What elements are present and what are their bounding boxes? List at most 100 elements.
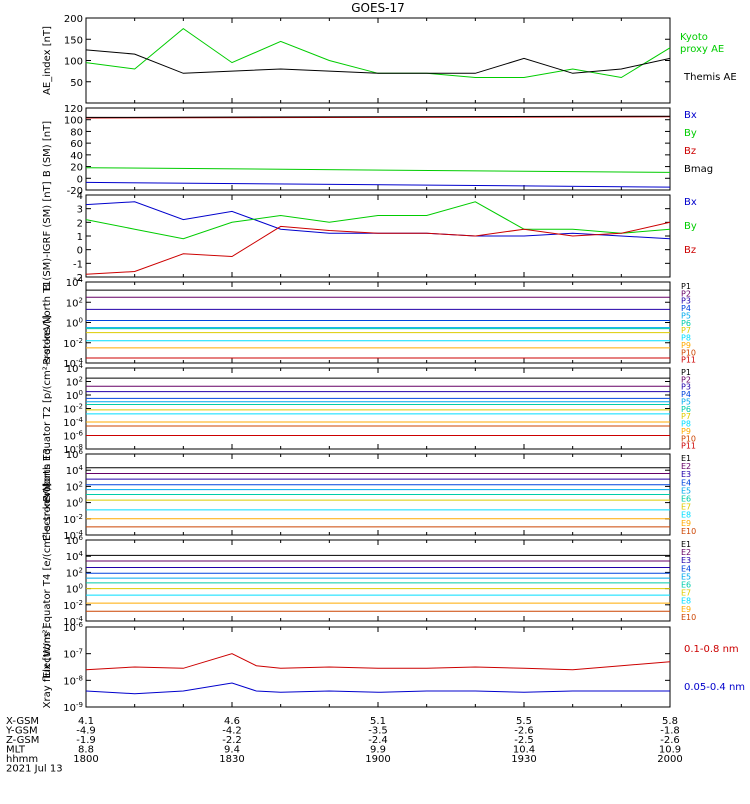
y-tick-label: 10-8 [63, 443, 83, 456]
y-tick-label: 10-7 [63, 648, 83, 661]
y-tick-label: 10-4 [63, 615, 83, 628]
legend-entry: E3 [681, 556, 691, 565]
y-tick-label: 100 [64, 57, 83, 68]
y-tick-label: 100 [66, 389, 83, 402]
legend: Bx By Bz [684, 197, 697, 256]
y-tick-label: 106 [66, 534, 84, 547]
y-tick-label: 102 [66, 296, 83, 309]
panel-frame [85, 539, 671, 622]
legend-entry: E9 [681, 519, 691, 528]
legend-entry: E7 [681, 503, 691, 512]
series-line-by [85, 201, 671, 240]
y-axis-label: Electrons North T3 [42, 448, 53, 541]
y-tick-label: 1 [77, 232, 83, 243]
y-tick-label: 102 [66, 566, 83, 579]
footer-value: -1.8 [660, 726, 680, 737]
legend-entry: E4 [681, 478, 691, 487]
y-axis-label: B (SM)-IGRF (SM) [nT] [42, 181, 53, 290]
y-tick-label: 10-4 [63, 416, 83, 429]
y-tick-label: 104 [66, 550, 84, 563]
legend-entry: E6 [681, 495, 691, 504]
panel-7: 106 104 102 100 10-2 10-4 Electrons Equator T4… [42, 483, 696, 678]
y-tick-label: 100 [66, 497, 83, 510]
footer-row-label: Z-GSM [6, 735, 39, 746]
series-line-bmag [85, 115, 671, 118]
footer-value: 1900 [365, 754, 390, 765]
legend-entry: E5 [681, 572, 691, 581]
y-tick-label: 10-6 [63, 430, 83, 443]
panel-frame [85, 107, 671, 191]
legend-entry: P9 [681, 341, 691, 350]
legend-entry: P3 [681, 383, 691, 392]
y-tick-label: 106 [66, 448, 84, 461]
legend-entry: E2 [681, 548, 691, 557]
panel-frame [85, 281, 671, 364]
y-tick-label: 10-4 [63, 357, 83, 370]
y-axis-label: Electrons Equator T4 [e/(cm²-s-sr-keV)] [42, 483, 53, 678]
legend-entry: P7 [681, 326, 691, 335]
panel-6: 106 104 102 100 10-2 10-4 Electrons North T3 E1… [42, 448, 696, 542]
footer-value: -2.6 [660, 735, 680, 746]
footer-value: -2.4 [368, 735, 388, 746]
legend-entry: 0.05-0.4 nm [684, 682, 745, 693]
footer-value: 5.8 [662, 716, 678, 727]
legend-entry: 0.1-0.8 nm [684, 644, 739, 655]
footer-value: 1830 [219, 754, 244, 765]
footer-value: 9.4 [224, 745, 240, 756]
legend-entry: Bz [684, 245, 696, 256]
legend-entry: P10 [681, 348, 696, 357]
y-tick-label: 20 [70, 163, 83, 174]
legend-entry: P5 [681, 397, 691, 406]
y-tick-label: 104 [66, 464, 84, 477]
legend-entry: E8 [681, 511, 691, 520]
footer-value: 5.5 [516, 716, 532, 727]
legend-entry: E1 [681, 454, 691, 463]
footer-value: -4.2 [222, 726, 242, 737]
legend-entry: P8 [681, 420, 691, 429]
footer-value: 5.1 [370, 716, 386, 727]
panel-frame [85, 626, 671, 708]
legend-entry: P2 [681, 375, 691, 384]
footer-value: -3.5 [368, 726, 388, 737]
y-tick-label: 2 [77, 218, 83, 229]
legend-entry: By [684, 128, 697, 139]
footer-value: 9.9 [370, 745, 386, 756]
legend-entry: E9 [681, 605, 691, 614]
series-line-themis-ae [85, 49, 671, 74]
legend-entry: P9 [681, 427, 691, 436]
y-axis-label: Protons North T1 [42, 280, 53, 364]
footer-value: -1.9 [76, 735, 96, 746]
legend-entry: P11 [681, 442, 696, 451]
footer-value: 10.4 [513, 745, 535, 756]
legend-entry: Bmag [684, 164, 713, 175]
y-axis-label: AE_index [nT] [42, 26, 53, 95]
legend-entry: Bx [684, 110, 697, 121]
y-axis-label: Xray flux [W/m²] [42, 626, 53, 709]
legend-entry: P2 [681, 289, 691, 298]
series-line-by [85, 167, 671, 173]
legend-entry: Bx [684, 197, 697, 208]
legend-entry: P6 [681, 319, 691, 328]
legend-entry: P1 [681, 282, 691, 291]
y-tick-label: 100 [66, 583, 83, 596]
legend-entry: E4 [681, 564, 691, 573]
legend-entry: E8 [681, 597, 691, 606]
footer-value: 10.9 [659, 745, 681, 756]
legend-entry: E7 [681, 589, 691, 598]
chart-title: GOES-17 [351, 1, 405, 15]
footer-row-label: hhmm [6, 754, 38, 765]
y-tick-label: 10-6 [63, 621, 83, 634]
series-line-bz [85, 221, 671, 275]
footer-row-label: X-GSM [6, 716, 39, 727]
legend-entry: Themis AE [683, 72, 737, 83]
y-tick-label: 200 [64, 14, 83, 25]
y-tick-label: 102 [66, 376, 83, 389]
y-tick-label: 104 [66, 362, 84, 375]
y-tick-label: 100 [66, 317, 83, 330]
footer-row-label: MLT [6, 745, 26, 756]
